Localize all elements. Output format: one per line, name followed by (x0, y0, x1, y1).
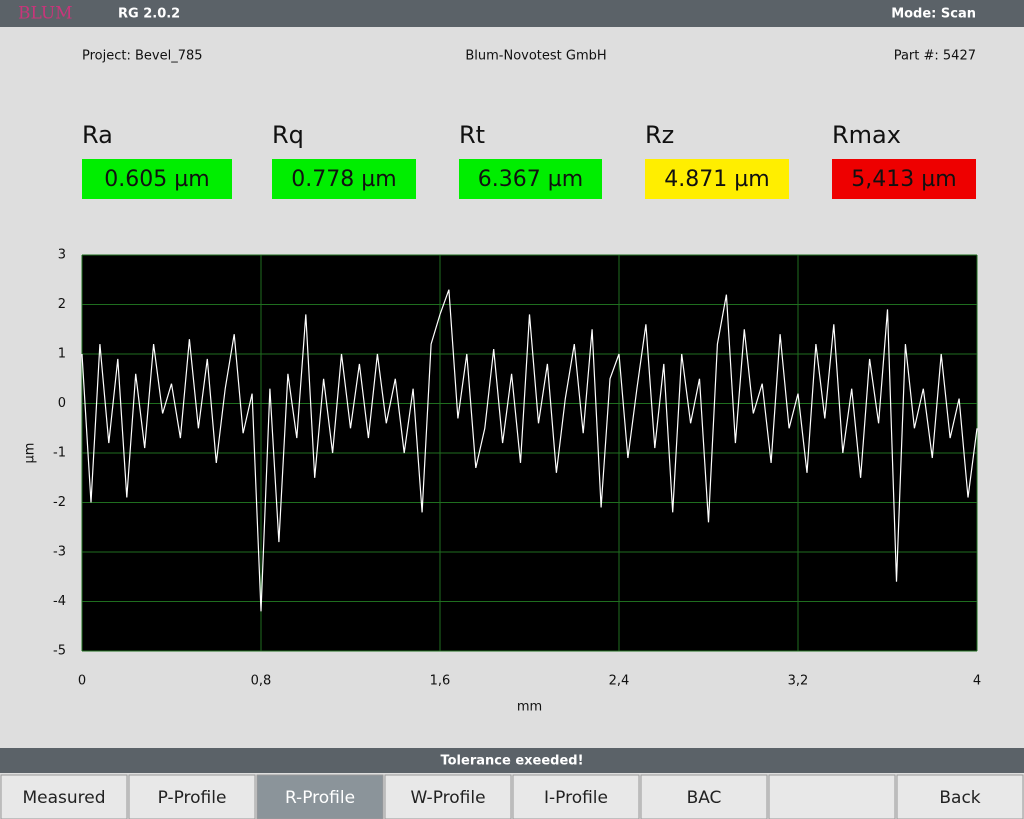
metric-box (645, 159, 789, 199)
y-tick-label: -1 (53, 446, 66, 461)
nav-button[interactable] (128, 774, 256, 819)
metric-value: 4.871 µm (664, 167, 769, 192)
y-tick-label: 0 (58, 396, 66, 411)
y-tick-label: 3 (58, 248, 66, 263)
metric-box (832, 159, 976, 199)
metric-label: Rq (272, 121, 304, 149)
y-tick-label: -2 (53, 495, 66, 510)
company: Blum-Novotest GmbH (465, 49, 606, 64)
y-tick-label: 2 (58, 297, 66, 312)
nav-button[interactable] (640, 774, 768, 819)
logo: BLUM (18, 4, 73, 24)
nav-button[interactable] (256, 774, 384, 819)
nav-button[interactable] (0, 774, 128, 819)
metric-value: 0.778 µm (291, 167, 396, 192)
top-bar (0, 0, 1024, 27)
metric-label: Rt (459, 121, 485, 149)
y-tick-label: -4 (53, 594, 66, 609)
part-number: Part #: 5427 (894, 49, 976, 64)
metric-box (459, 159, 602, 199)
metric-label: Rmax (832, 121, 901, 149)
nav-button-label[interactable]: Measured (22, 788, 105, 808)
y-axis-label: µm (23, 443, 38, 464)
y-tick-label: -3 (53, 545, 66, 560)
x-tick-label: 0,8 (251, 674, 272, 689)
nav-button[interactable] (384, 774, 512, 819)
y-tick-label: -5 (53, 644, 66, 659)
metric-label: Rz (645, 121, 674, 149)
nav-button-label[interactable]: I-Profile (544, 788, 608, 808)
x-tick-label: 1,6 (430, 674, 451, 689)
nav-button[interactable] (512, 774, 640, 819)
metric-value: 5,413 µm (851, 167, 956, 192)
metric-label: Ra (82, 121, 113, 149)
metric-box (82, 159, 232, 199)
metric-box (272, 159, 416, 199)
nav-button-label[interactable]: R-Profile (285, 788, 355, 808)
nav-button[interactable] (896, 774, 1024, 819)
status-message: Tolerance exeeded! (440, 754, 583, 769)
version: RG 2.0.2 (118, 7, 180, 22)
metric-value: 0.605 µm (104, 167, 209, 192)
x-tick-label: 3,2 (788, 674, 809, 689)
status-bar (0, 748, 1024, 773)
x-tick-label: 0 (78, 674, 86, 689)
y-tick-label: 1 (58, 347, 66, 362)
profile-line (81, 289, 978, 612)
nav-button-label[interactable]: W-Profile (410, 788, 485, 808)
nav-button-label[interactable]: P-Profile (158, 788, 227, 808)
nav-button-label[interactable]: BAC (687, 788, 722, 808)
x-tick-label: 4 (973, 674, 981, 689)
project: Project: Bevel_785 (82, 49, 203, 64)
x-tick-label: 2,4 (609, 674, 630, 689)
metric-value: 6.367 µm (478, 167, 583, 192)
x-axis-label: mm (517, 700, 542, 715)
empty-button (768, 774, 896, 819)
mode: Mode: Scan (891, 7, 976, 22)
nav-button-label[interactable]: Back (939, 788, 980, 808)
